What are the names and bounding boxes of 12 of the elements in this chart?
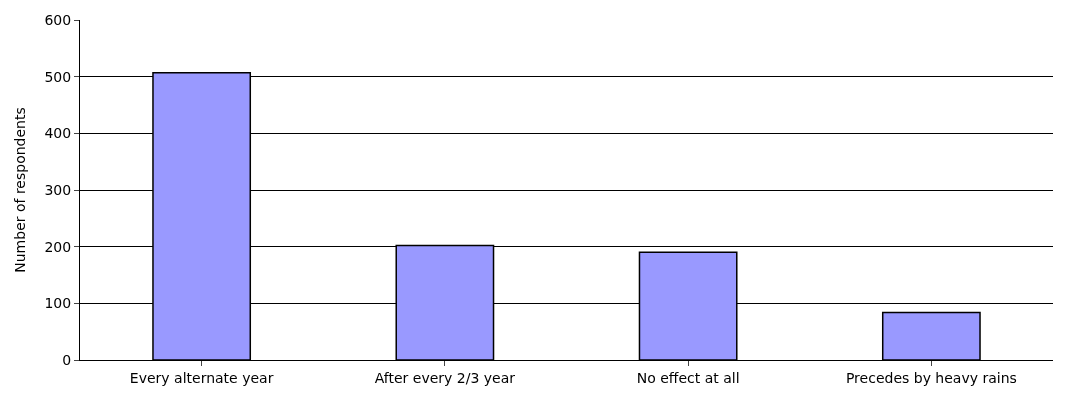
x-tick-label: No effect at all	[636, 369, 740, 386]
y-tick-label: 0	[62, 351, 72, 368]
x-tick-label: Precedes by heavy rains	[845, 369, 1017, 386]
x-tick-label: After every 2/3 year	[374, 369, 516, 386]
x-tick-label: Every alternate year	[129, 369, 274, 386]
y-tick-label: 300	[44, 181, 72, 198]
y-tick-label: 400	[44, 125, 72, 142]
y-axis-title: Number of respondents	[12, 107, 29, 273]
y-tick-label: 600	[44, 11, 72, 28]
y-tick-label: 200	[44, 238, 72, 255]
y-tick-label: 100	[44, 295, 72, 312]
y-tick-label: 500	[44, 68, 72, 85]
